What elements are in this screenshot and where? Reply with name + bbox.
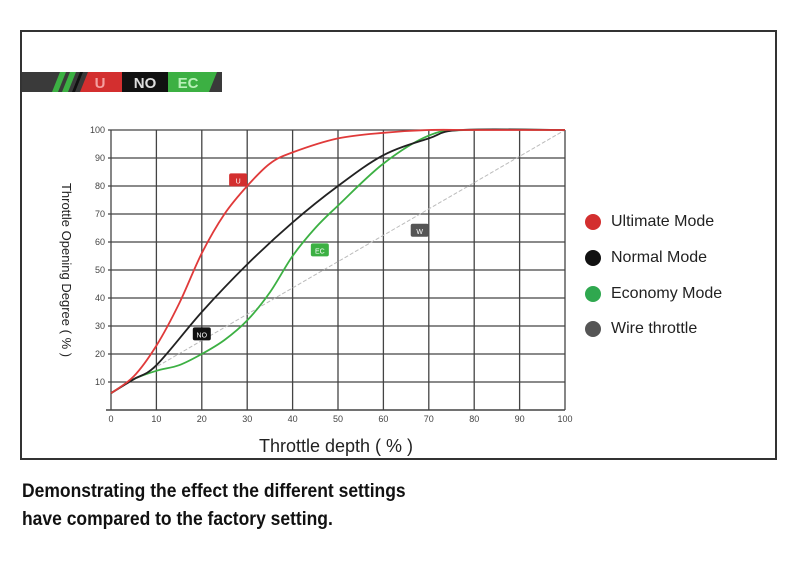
x-tick-label: 90	[515, 414, 525, 424]
legend-economy: Economy Mode	[585, 285, 722, 303]
banner-ec: EC	[178, 75, 199, 92]
x-axis-label: Throttle depth ( % )	[259, 436, 413, 456]
x-tick-label: 30	[242, 414, 252, 424]
y-axis-label: Throttle Opening Degree ( % )	[59, 183, 74, 357]
caption-line-2: have compared to the factory setting.	[22, 509, 333, 530]
x-tick-label: 60	[378, 414, 388, 424]
series-line-ec	[110, 128, 566, 394]
x-tick-label: 0	[108, 414, 113, 424]
series-line-u	[110, 128, 565, 394]
x-tick-label: 50	[333, 414, 343, 424]
series-tag-label: NO	[197, 332, 208, 339]
x-tick-label: 40	[288, 414, 298, 424]
legend-wire: Wire throttle	[585, 320, 697, 338]
y-tick-label: 70	[95, 209, 105, 219]
series-line-no	[110, 128, 566, 394]
economy-dot-icon	[585, 286, 601, 302]
y-tick-label: 90	[95, 153, 105, 163]
normal-dot-icon	[585, 250, 601, 266]
series-tag-label: EC	[315, 248, 325, 255]
x-tick-label: 20	[197, 414, 207, 424]
series-tag-label: U	[236, 178, 241, 185]
x-tick-label: 70	[424, 414, 434, 424]
mode-banner: U NO EC	[22, 72, 222, 92]
x-tick-label: 100	[557, 414, 572, 424]
y-tick-label: 60	[95, 237, 105, 247]
ultimate-dot-icon	[585, 214, 601, 230]
legend-label: Wire throttle	[611, 320, 698, 337]
legend-ultimate: Ultimate Mode	[585, 213, 714, 231]
series-tag-u	[229, 173, 248, 187]
x-tick-label: 80	[469, 414, 479, 424]
y-tick-label: 80	[95, 181, 105, 191]
y-tick-label: 50	[95, 265, 105, 275]
caption-line-1: Demonstrating the effect the different s…	[22, 481, 406, 502]
banner-u: U	[95, 75, 106, 92]
x-tick-label: 10	[151, 414, 161, 424]
y-tick-label: 30	[95, 321, 105, 331]
y-tick-label: 40	[95, 293, 105, 303]
series-tag-ec	[310, 243, 329, 257]
wire-dot-icon	[585, 321, 601, 337]
series-tag-no	[192, 327, 211, 341]
y-tick-label: 10	[95, 377, 105, 387]
legend-label: Normal Mode	[611, 249, 708, 266]
caption: Demonstrating the effect the different s…	[22, 478, 406, 534]
throttle-chart: 0 10 20 30 40 50 60 70 80 90 100 10 20 30 40 50 60 70 80 90…	[59, 125, 573, 456]
banner-no: NO	[134, 75, 157, 92]
series-tag-w	[410, 223, 429, 237]
legend-label: Economy Mode	[611, 285, 723, 302]
series-tag-label: W	[416, 229, 423, 236]
y-tick-label: 100	[90, 125, 105, 135]
legend-normal: Normal Mode	[585, 249, 707, 267]
chart-frame	[20, 30, 777, 460]
legend-label: Ultimate Mode	[611, 213, 715, 230]
y-tick-label: 20	[95, 349, 105, 359]
